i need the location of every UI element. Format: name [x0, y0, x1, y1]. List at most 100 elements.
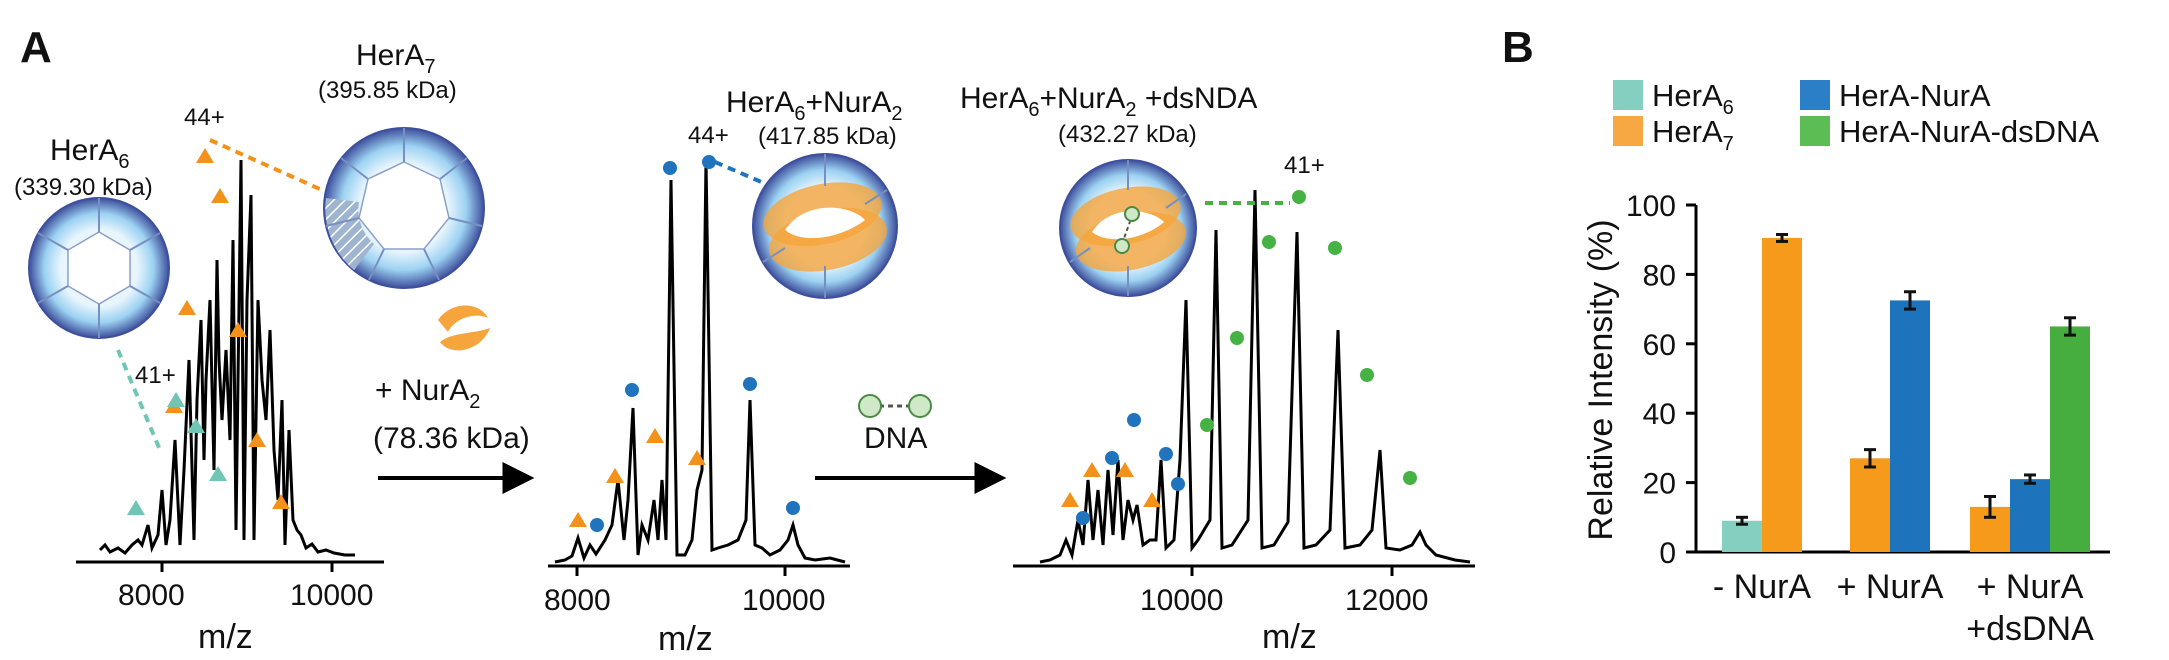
- hera7-connector: [209, 138, 323, 192]
- legend-swatch-hera-nura: [1800, 80, 1830, 110]
- spectrum-2-tick-label-8000: 8000: [544, 584, 611, 617]
- bar-hera-nura-group-2: [2010, 479, 2050, 552]
- spectrum-2-nura-markers: [590, 155, 800, 532]
- dna-marker: [1360, 368, 1374, 382]
- y-tick-label-100: 100: [1626, 190, 1676, 223]
- nura-marker: [1159, 447, 1173, 461]
- hera6-marker: [187, 418, 205, 433]
- spectrum-3-nura-markers: [1076, 413, 1185, 525]
- spectrum-3-trace: [1039, 189, 1471, 564]
- legend-label-hera6: HerA6: [1652, 78, 1734, 119]
- dna-marker: [1262, 235, 1276, 249]
- spectrum-2-charge-44: 44+: [688, 122, 729, 149]
- dna-icon: [858, 394, 932, 418]
- arrow-2: DNA: [815, 394, 1007, 494]
- x-category-label-0: - NurA: [1713, 568, 1812, 606]
- hera6-marker: [127, 500, 145, 515]
- nura-marker: [702, 155, 716, 169]
- spectrum-3-tick-label-12000: 12000: [1345, 584, 1428, 617]
- legend-label-hera-nura: HerA-NurA: [1839, 78, 1991, 113]
- spectrum-2-xlabel: m/z: [658, 620, 713, 658]
- nura-marker: [590, 518, 604, 532]
- hera7-ring-icon: [323, 127, 485, 289]
- bar-hera7-group-0: [1762, 237, 1802, 552]
- hera7-marker: [606, 468, 624, 483]
- hera7-marker: [1143, 492, 1161, 507]
- legend: HerA6 HerA7 HerA-NurA HerA-NurA-dsDNA: [1613, 78, 2099, 155]
- spectrum-1-charge-41: 41+: [135, 362, 176, 389]
- arrow-1: + NurA2 (78.36 kDa): [373, 305, 535, 494]
- dna-marker: [1403, 471, 1417, 485]
- spectrum-3-hera7-markers: [1061, 462, 1161, 507]
- legend-label-hera-nura-dsdna: HerA-NurA-dsDNA: [1839, 114, 2099, 149]
- complex-2-mass: (417.85 kDa): [758, 123, 897, 150]
- hera7-marker: [196, 148, 214, 163]
- hera6-ring-icon: [28, 197, 170, 339]
- hera7-mass: (395.85 kDa): [318, 77, 457, 104]
- spectrum-3: 10000 12000 m/z 41+: [960, 82, 1475, 656]
- x-category-label-2-line2: +dsDNA: [1966, 610, 2094, 648]
- spectrum-1-hera6-markers: [127, 392, 227, 515]
- spectrum-1-charge-44: 44+: [184, 104, 225, 131]
- bar-hera7-group-1: [1850, 458, 1890, 552]
- hera7-label: HerA7: [356, 39, 435, 78]
- spectrum-2-trace: [554, 159, 846, 564]
- hera7-marker: [688, 450, 706, 465]
- hera6-label: HerA6: [50, 134, 129, 173]
- nura-dimer-icon: [438, 305, 490, 351]
- nura-marker: [786, 501, 800, 515]
- hera7-marker: [1083, 462, 1101, 477]
- spectrum-3-charge-41: 41+: [1284, 152, 1325, 179]
- spectrum-1-tick-label-10000: 10000: [290, 579, 373, 612]
- complex-3-label: HerA6+NurA2 +dsNDA: [960, 82, 1257, 121]
- complex-3-mass: (432.27 kDa): [1058, 121, 1197, 148]
- bar-chart-bars: [1722, 232, 2090, 552]
- spectrum-2-tick-label-10000: 10000: [742, 584, 825, 617]
- hera7-marker: [272, 494, 290, 509]
- nura-marker: [625, 383, 639, 397]
- spectrum-1-tick-label-8000: 8000: [118, 579, 185, 612]
- nura-marker: [1105, 451, 1119, 465]
- spectrum-1-trace: [98, 159, 355, 557]
- legend-label-hera7: HerA7: [1652, 114, 1734, 155]
- spectrum-2-hera7-markers: [569, 428, 706, 527]
- hera6-connector: [116, 349, 162, 451]
- hera6-mass: (339.30 kDa): [14, 174, 153, 201]
- nura-marker: [1076, 511, 1090, 525]
- y-tick-label-0: 0: [1659, 537, 1676, 570]
- legend-swatch-hera6: [1613, 80, 1643, 110]
- dna-marker: [1328, 241, 1342, 255]
- spectrum-2: 8000 10000 m/z 44+: [544, 86, 902, 658]
- arrow-1-mass: (78.36 kDa): [373, 422, 530, 455]
- legend-swatch-hera7: [1613, 116, 1643, 146]
- spectrum-1: 8000 10000 m/z 44+ 41+: [14, 39, 485, 656]
- dna-marker: [1200, 418, 1214, 432]
- y-tick-label-60: 60: [1643, 329, 1676, 362]
- complex-2-label: HerA6+NurA2: [726, 86, 902, 125]
- bar-hera-nura-group-1: [1890, 300, 1930, 552]
- arrow-2-label: DNA: [864, 422, 927, 455]
- hera6-marker: [209, 466, 227, 481]
- spectrum-3-dna-markers: [1200, 190, 1417, 485]
- legend-swatch-hera-nura-dsdna: [1800, 116, 1830, 146]
- y-tick-label-80: 80: [1643, 259, 1676, 292]
- bar-chart: Relative Intensity (%) 0 20 40 60 80 100 - Nu…: [1582, 190, 2110, 648]
- hera7-marker: [248, 432, 266, 447]
- spectrum-1-xlabel: m/z: [198, 618, 253, 656]
- hera7-marker: [1061, 492, 1079, 507]
- bar-hera-nura-dsdna-group-2: [2050, 326, 2090, 552]
- spectrum-3-tick-label-10000: 10000: [1140, 584, 1223, 617]
- hera7-marker: [646, 428, 664, 443]
- hera6-nura2-complex-icon: [752, 153, 898, 299]
- y-tick-label-20: 20: [1643, 468, 1676, 501]
- dna-marker: [1230, 331, 1244, 345]
- bar-chart-y-ticks: 0 20 40 60 80 100: [1626, 190, 1696, 570]
- nura-marker: [743, 377, 757, 391]
- hera7-marker: [229, 322, 247, 337]
- hera7-marker: [178, 300, 196, 315]
- x-category-label-1: + NurA: [1837, 568, 1944, 606]
- dna-marker: [1292, 190, 1306, 204]
- hera7-marker: [569, 512, 587, 527]
- panel-b-letter: B: [1502, 23, 1534, 72]
